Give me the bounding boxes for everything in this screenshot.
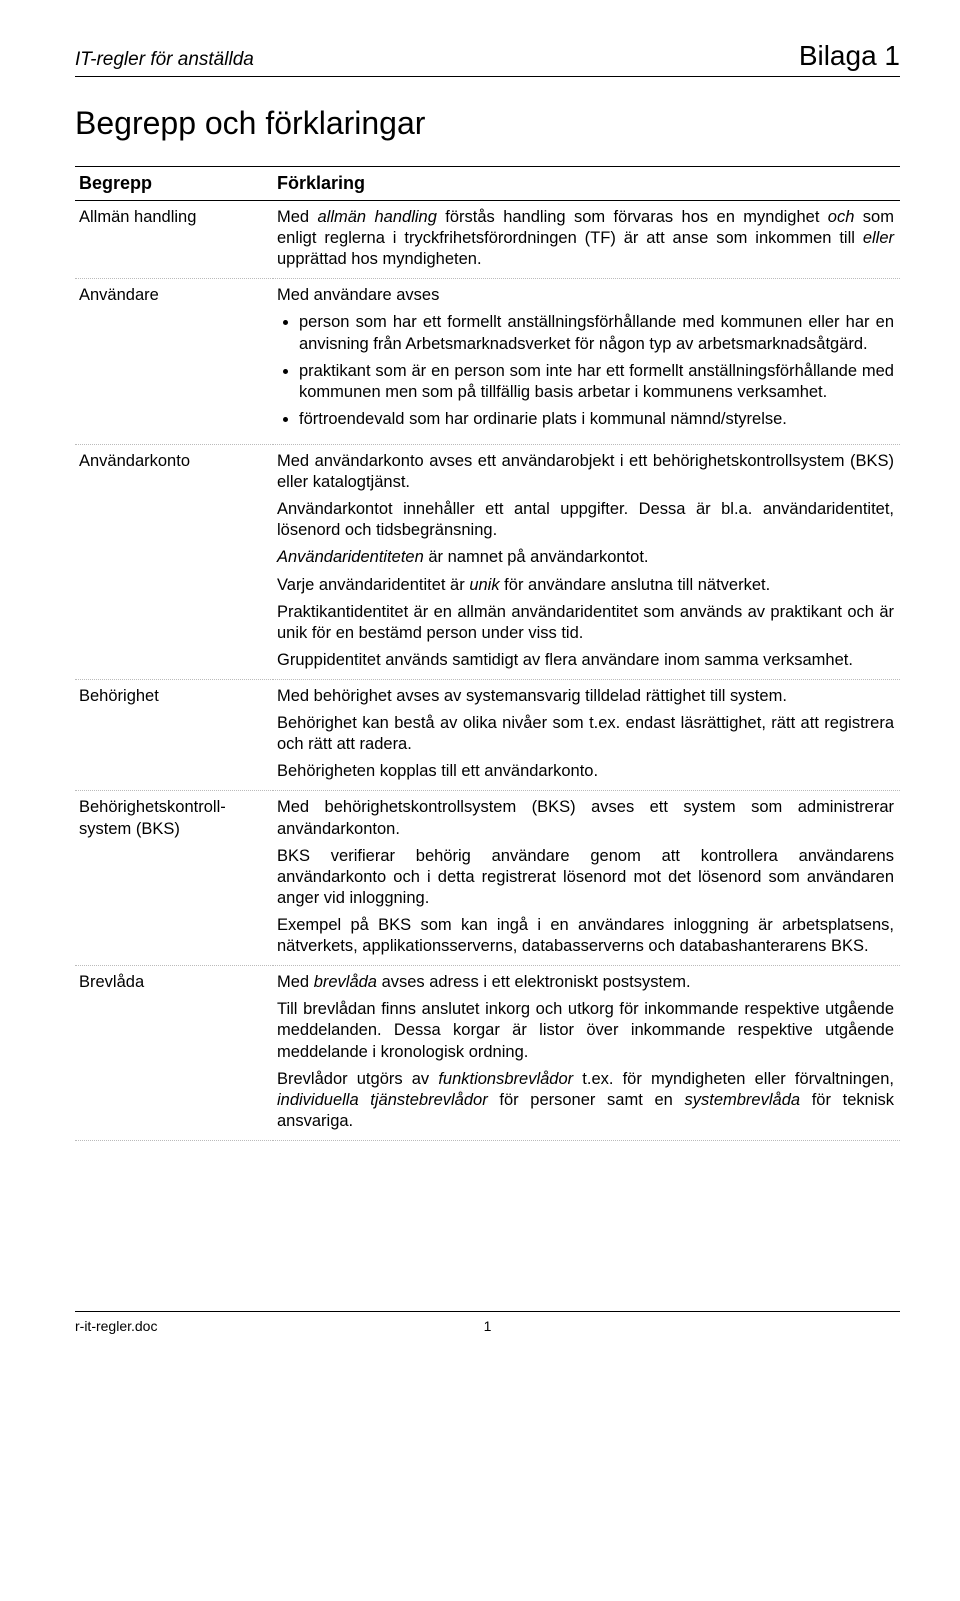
list-item: person som har ett formellt anställnings… bbox=[299, 312, 894, 354]
footer-page-number: 1 bbox=[484, 1318, 492, 1334]
term-cell: Allmän handling bbox=[75, 201, 273, 279]
paragraph: Med behörighetskontrollsystem (BKS) avse… bbox=[277, 797, 894, 839]
paragraph: Användarkontot innehåller ett antal uppg… bbox=[277, 499, 894, 541]
paragraph: BKS verifierar behörig användare genom a… bbox=[277, 846, 894, 909]
paragraph: Behörigheten kopplas till ett användarko… bbox=[277, 761, 894, 782]
table-row: Användare Med användare avses person som… bbox=[75, 279, 900, 445]
paragraph: Med allmän handling förstås handling som… bbox=[277, 207, 894, 270]
paragraph: Med brevlåda avses adress i ett elektron… bbox=[277, 972, 894, 993]
header-left: IT-regler för anställda bbox=[75, 49, 254, 71]
list-item: praktikant som är en person som inte har… bbox=[299, 361, 894, 403]
desc-cell: Med behörighetskontrollsystem (BKS) avse… bbox=[273, 791, 900, 966]
page-header: IT-regler för anställda Bilaga 1 bbox=[75, 40, 900, 77]
list-item: förtroendevald som har ordinarie plats i… bbox=[299, 409, 894, 430]
col-header-desc: Förklaring bbox=[273, 167, 900, 201]
paragraph: Behörighet kan bestå av olika nivåer som… bbox=[277, 713, 894, 755]
paragraph: Med användare avses bbox=[277, 285, 894, 306]
paragraph: Till brevlådan finns anslutet inkorg och… bbox=[277, 999, 894, 1062]
desc-cell: Med brevlåda avses adress i ett elektron… bbox=[273, 966, 900, 1141]
page-footer: r-it-regler.doc 1 bbox=[75, 1311, 900, 1334]
page-title: Begrepp och förklaringar bbox=[75, 105, 900, 142]
paragraph: Exempel på BKS som kan ingå i en använda… bbox=[277, 915, 894, 957]
paragraph: Med behörighet avses av systemansvarig t… bbox=[277, 686, 894, 707]
table-row: Användarkonto Med användarkonto avses et… bbox=[75, 444, 900, 679]
table-row: Behörighet Med behörighet avses av syste… bbox=[75, 679, 900, 790]
bullet-list: person som har ett formellt anställnings… bbox=[277, 312, 894, 430]
table-row: Brevlåda Med brevlåda avses adress i ett… bbox=[75, 966, 900, 1141]
paragraph: Praktikantidentitet är en allmän använda… bbox=[277, 602, 894, 644]
term-cell: Behörighetskontroll-system (BKS) bbox=[75, 791, 273, 966]
paragraph: Brevlådor utgörs av funktionsbrevlådor t… bbox=[277, 1069, 894, 1132]
footer-filename: r-it-regler.doc bbox=[75, 1318, 157, 1334]
table-row: Allmän handling Med allmän handling förs… bbox=[75, 201, 900, 279]
desc-cell: Med användare avses person som har ett f… bbox=[273, 279, 900, 445]
desc-cell: Med behörighet avses av systemansvarig t… bbox=[273, 679, 900, 790]
term-cell: Användarkonto bbox=[75, 444, 273, 679]
header-right: Bilaga 1 bbox=[799, 40, 900, 72]
paragraph: Med användarkonto avses ett användarobje… bbox=[277, 451, 894, 493]
term-cell: Användare bbox=[75, 279, 273, 445]
table-row: Behörighetskontroll-system (BKS) Med beh… bbox=[75, 791, 900, 966]
paragraph: Användaridentiteten är namnet på använda… bbox=[277, 547, 894, 568]
paragraph: Varje användaridentitet är unik för anvä… bbox=[277, 575, 894, 596]
desc-cell: Med allmän handling förstås handling som… bbox=[273, 201, 900, 279]
term-cell: Brevlåda bbox=[75, 966, 273, 1141]
desc-cell: Med användarkonto avses ett användarobje… bbox=[273, 444, 900, 679]
term-cell: Behörighet bbox=[75, 679, 273, 790]
paragraph: Gruppidentitet används samtidigt av fler… bbox=[277, 650, 894, 671]
definitions-table: Begrepp Förklaring Allmän handling Med a… bbox=[75, 166, 900, 1141]
col-header-term: Begrepp bbox=[75, 167, 273, 201]
